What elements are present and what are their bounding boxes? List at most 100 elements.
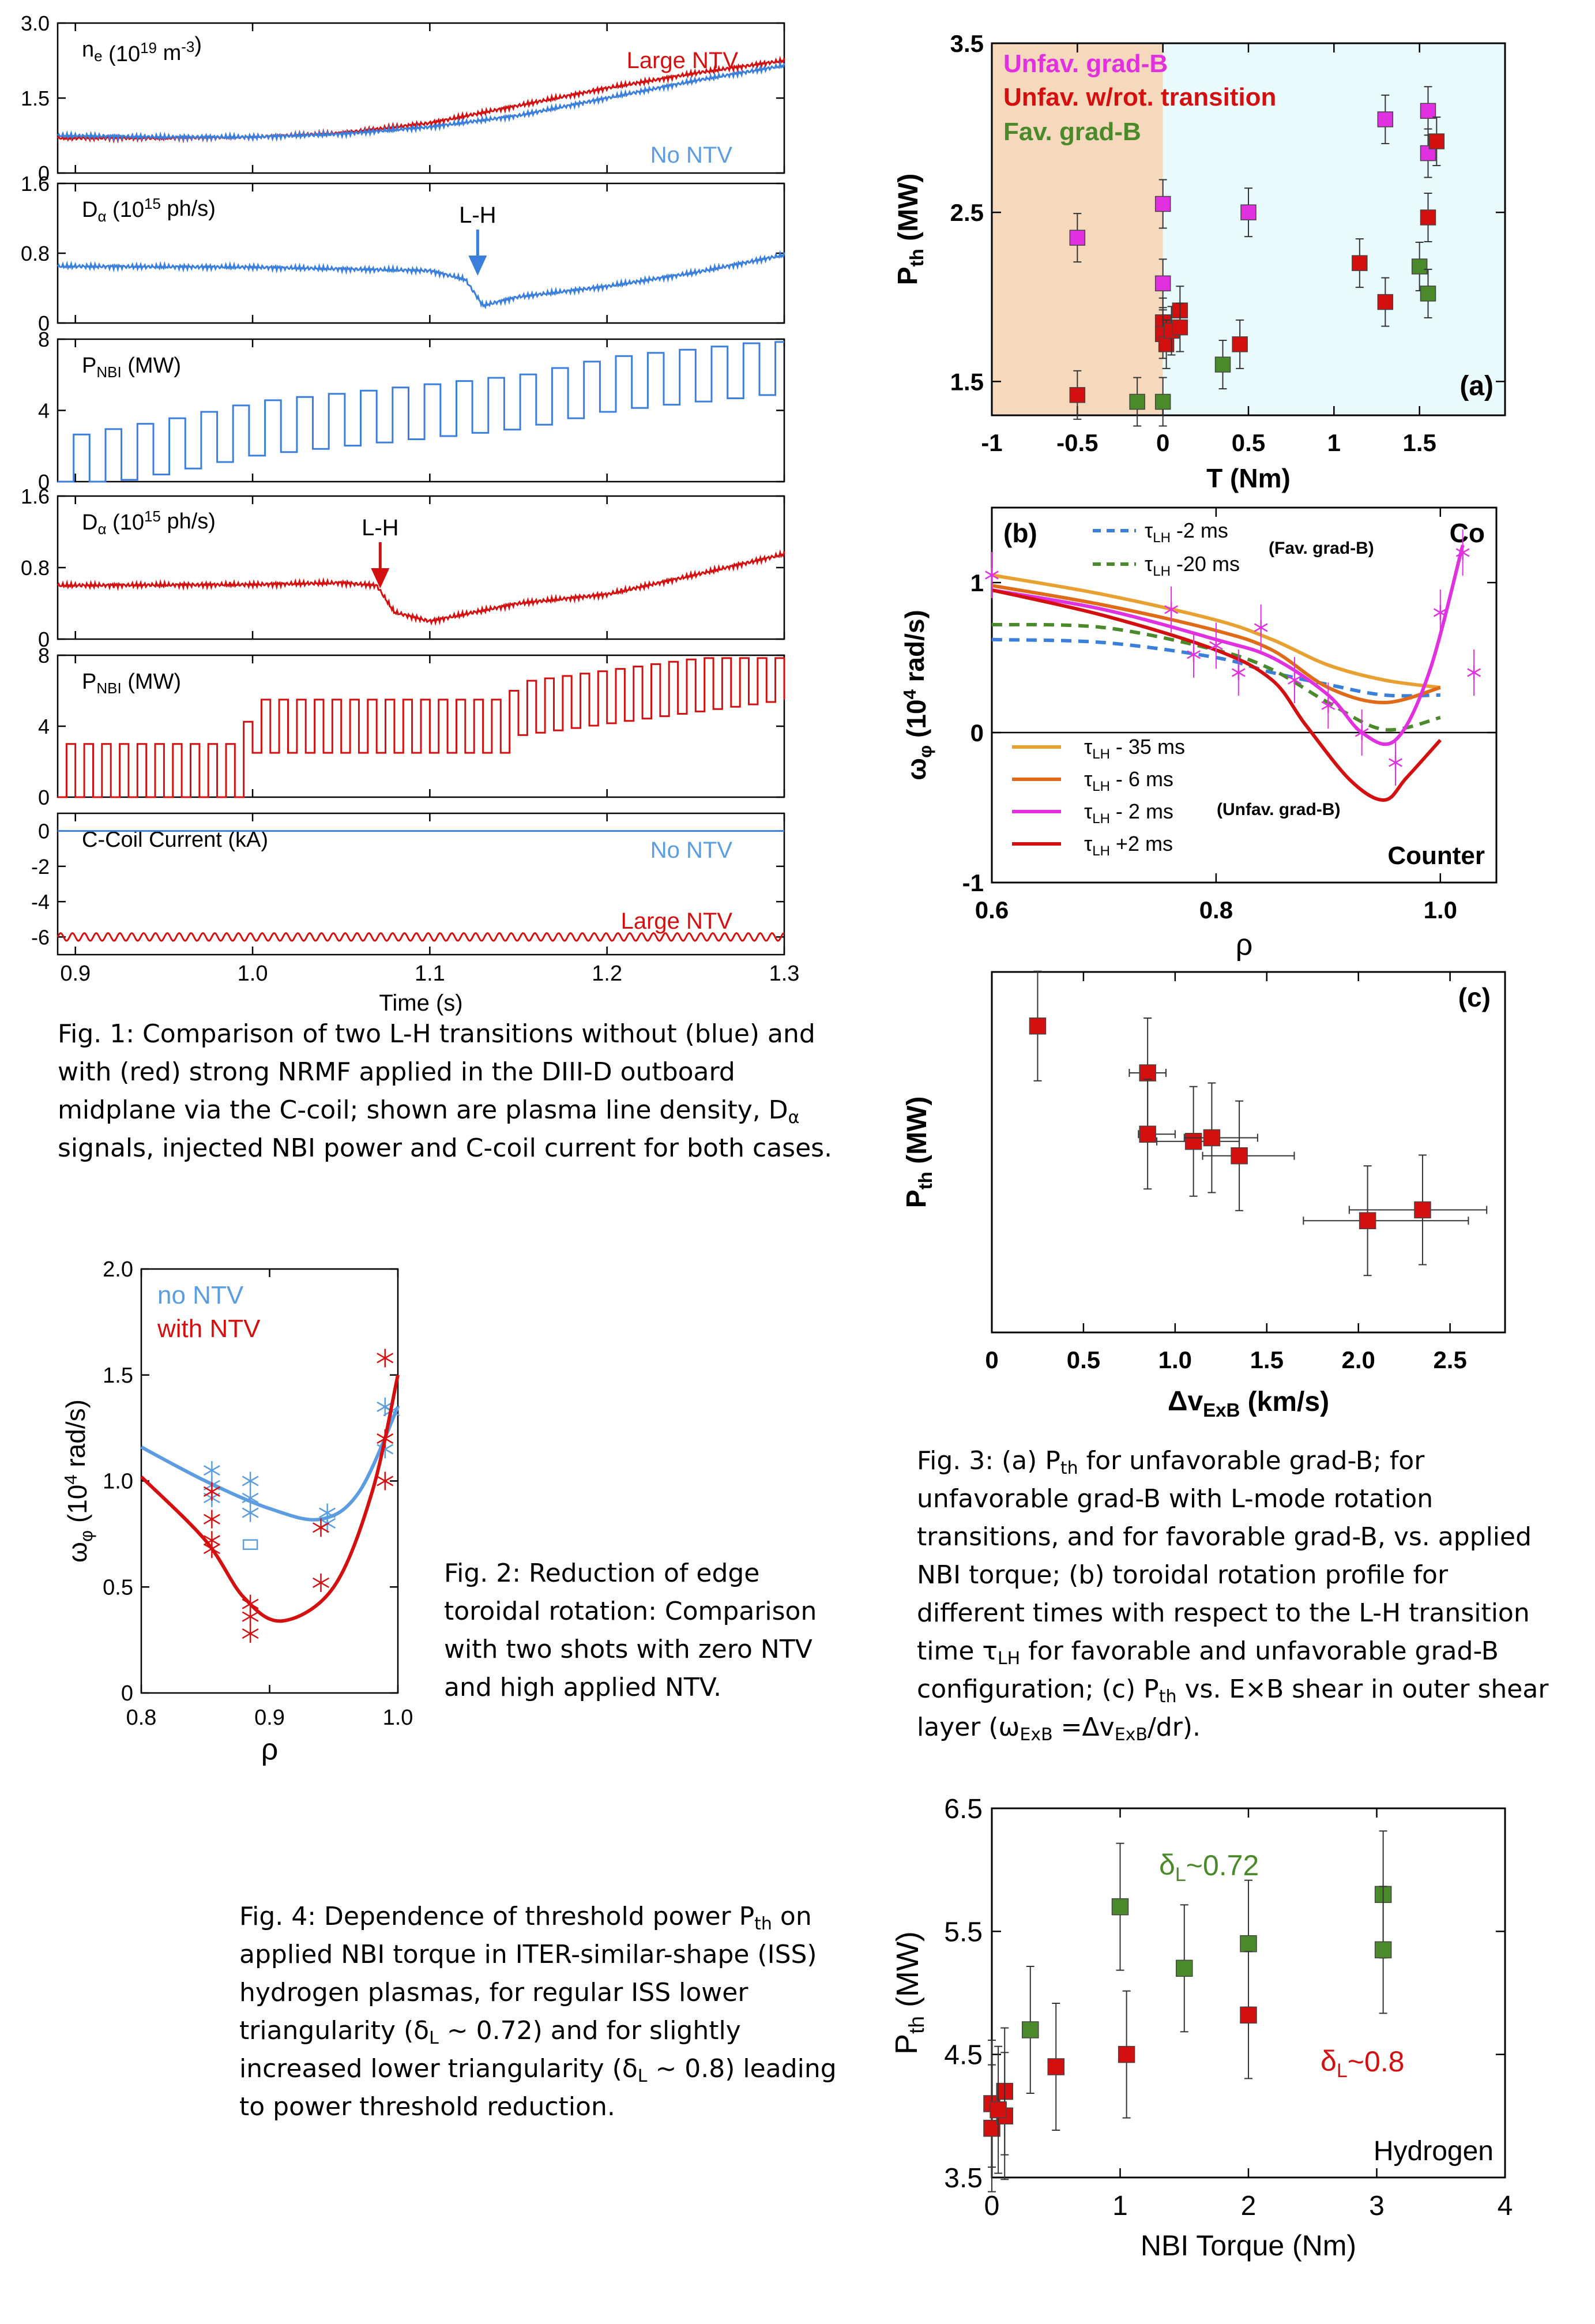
plot-frame (57, 812, 785, 956)
annotation-fav-grad-b: (Fav. grad-B) (1269, 539, 1374, 558)
series-no-ntv (57, 61, 785, 143)
data-point (1420, 209, 1436, 226)
data-point (1411, 258, 1428, 275)
fig1-panel-2: 1.6 0.8 0 Dα (1015 ph/s) L-H (21, 172, 785, 335)
data-point (242, 1539, 258, 1550)
y-tick-label: 2.5 (950, 199, 984, 226)
x-tick-label: 1 (1112, 2191, 1128, 2221)
x-tick-label: 1.3 (769, 962, 800, 986)
x-tick-label: 0.5 (1232, 429, 1265, 456)
data-point (1433, 605, 1447, 620)
fig1-panel-5: 8 4 0 PNBI (MW) (38, 644, 785, 809)
y-axis-label: ωφ (104 rad/s) (61, 1399, 96, 1563)
data-point (1111, 1898, 1129, 1916)
fig2-chart: 0 0.5 1.0 1.5 2.0 0.8 0.9 1.0 ρ ωφ (104 rad/s) no … (61, 1257, 413, 1766)
legend-with-ntv: with NTV (157, 1315, 261, 1343)
fit-curve-no-ntv (140, 1406, 400, 1522)
x-tick-label: 1.2 (592, 962, 622, 986)
l-h-arrowhead (371, 568, 390, 588)
x-tick-label: -0.5 (1056, 429, 1098, 456)
data-point (1352, 255, 1368, 271)
data-point (1139, 1064, 1156, 1082)
data-point (1209, 638, 1223, 654)
fig3-caption: Fig. 3: (a) Pth for unfavorable grad-B; … (917, 1446, 1549, 1745)
y-tick-label: 1.6 (21, 172, 50, 196)
x-tick-label: -1 (981, 429, 1002, 456)
series-large-ntv (57, 549, 785, 626)
legend-label: τLH - 2 ms (1084, 799, 1173, 827)
data-point (1164, 602, 1178, 617)
legend-no-ntv: no NTV (157, 1281, 244, 1309)
x-tick-label: 3 (1369, 2191, 1385, 2221)
data-point (1069, 387, 1086, 403)
annotation-delta-072: δL~0.72 (1159, 1849, 1259, 1886)
annotation-l-h: L-H (362, 515, 398, 540)
data-point (1414, 1201, 1431, 1219)
panel-label: ne (1019 m-3) (82, 33, 202, 66)
y-tick-label: 1 (970, 569, 984, 596)
y-tick-label: 0 (121, 1681, 133, 1706)
data-point (1232, 336, 1248, 352)
y-tick-label: 0.8 (21, 242, 50, 265)
y-tick-label: -4 (31, 890, 50, 914)
y-tick-label: 0.8 (21, 556, 50, 580)
fig1-chart: 3.0 1.5 0 ne (1019 m-3) Large NTV No NTV 1.6 0.… (21, 12, 799, 1016)
x-tick-label: 2.0 (1342, 1346, 1375, 1373)
y-tick-label: 6.5 (944, 1794, 983, 1824)
fig1-caption: Fig. 1: Comparison of two L-H transition… (58, 1019, 833, 1163)
data-point (242, 1624, 259, 1643)
legend-fav: Fav. grad-B (1003, 118, 1141, 146)
x-tick-label: 0.8 (126, 1706, 157, 1730)
y-tick-label: 4 (38, 715, 50, 738)
data-point (203, 1510, 220, 1529)
series-3 (991, 584, 1441, 705)
y-tick-label: 3.5 (950, 30, 984, 57)
y-axis-label: Pth (MW) (889, 1931, 928, 2055)
y-tick-label: 0 (970, 719, 984, 746)
panel-label: (c) (1458, 982, 1491, 1012)
x-tick-label: 1.5 (1250, 1346, 1284, 1373)
data-point (377, 1429, 394, 1448)
data-point (1428, 133, 1445, 149)
data-point (1187, 647, 1201, 662)
data-point (242, 1607, 259, 1626)
y-tick-label: 1.5 (950, 368, 984, 395)
x-tick-label: 1.0 (1424, 896, 1457, 923)
x-axis-label: ΔvExB (km/s) (1168, 1386, 1329, 1421)
legend-label: τLH +2 ms (1084, 832, 1173, 859)
x-tick-label: 4 (1498, 2191, 1513, 2221)
x-tick-label: 0.6 (975, 896, 1009, 923)
y-tick-label: -6 (31, 925, 50, 949)
data-point (1047, 2058, 1064, 2075)
data-point (1420, 286, 1436, 302)
data-point (1203, 1129, 1221, 1147)
annotation-large-ntv: Large NTV (627, 48, 739, 73)
x-tick-label: 1.0 (1158, 1346, 1192, 1373)
y-tick-label: 1.0 (103, 1470, 133, 1494)
annotation-hydrogen: Hydrogen (1374, 2136, 1494, 2167)
x-tick-label: 2 (1241, 2191, 1257, 2221)
series-no-ntv (58, 341, 784, 483)
l-h-arrowhead (468, 256, 487, 276)
data-point (1420, 103, 1436, 119)
x-tick-label: 0.5 (1067, 1346, 1100, 1373)
data-point (1172, 319, 1188, 336)
fig2-caption: Fig. 2: Reduction of edge toroidal rotat… (444, 1559, 817, 1702)
x-axis-label: Time (s) (379, 990, 462, 1016)
x-tick-label: 0 (984, 2191, 1000, 2221)
series-4 (991, 545, 1465, 746)
fig3a-chart: 1.5 2.5 3.5 -1 -0.5 0 0.5 1 1.5 T (Nm) Pth (MW) (a)… (893, 30, 1506, 493)
y-tick-label: -2 (31, 855, 50, 878)
y-tick-label: 3.5 (944, 2163, 983, 2194)
data-point (1254, 620, 1268, 635)
x-tick-label: 0 (1156, 429, 1169, 456)
legend-unfav-rot: Unfav. w/rot. transition (1003, 83, 1276, 111)
legend-label: τLH -20 ms (1145, 552, 1240, 579)
data-point (1129, 393, 1145, 410)
data-point (990, 2101, 1007, 2119)
data-point (1240, 1935, 1257, 1953)
data-point (1467, 665, 1481, 680)
fig3c-chart: 0 0.5 1.0 1.5 2.0 2.5 ΔvExB (km/s) Pth (MW) (c) (901, 970, 1506, 1421)
legend-label: τLH - 35 ms (1084, 735, 1185, 762)
annotation-delta-08: δL~0.8 (1321, 2045, 1404, 2082)
